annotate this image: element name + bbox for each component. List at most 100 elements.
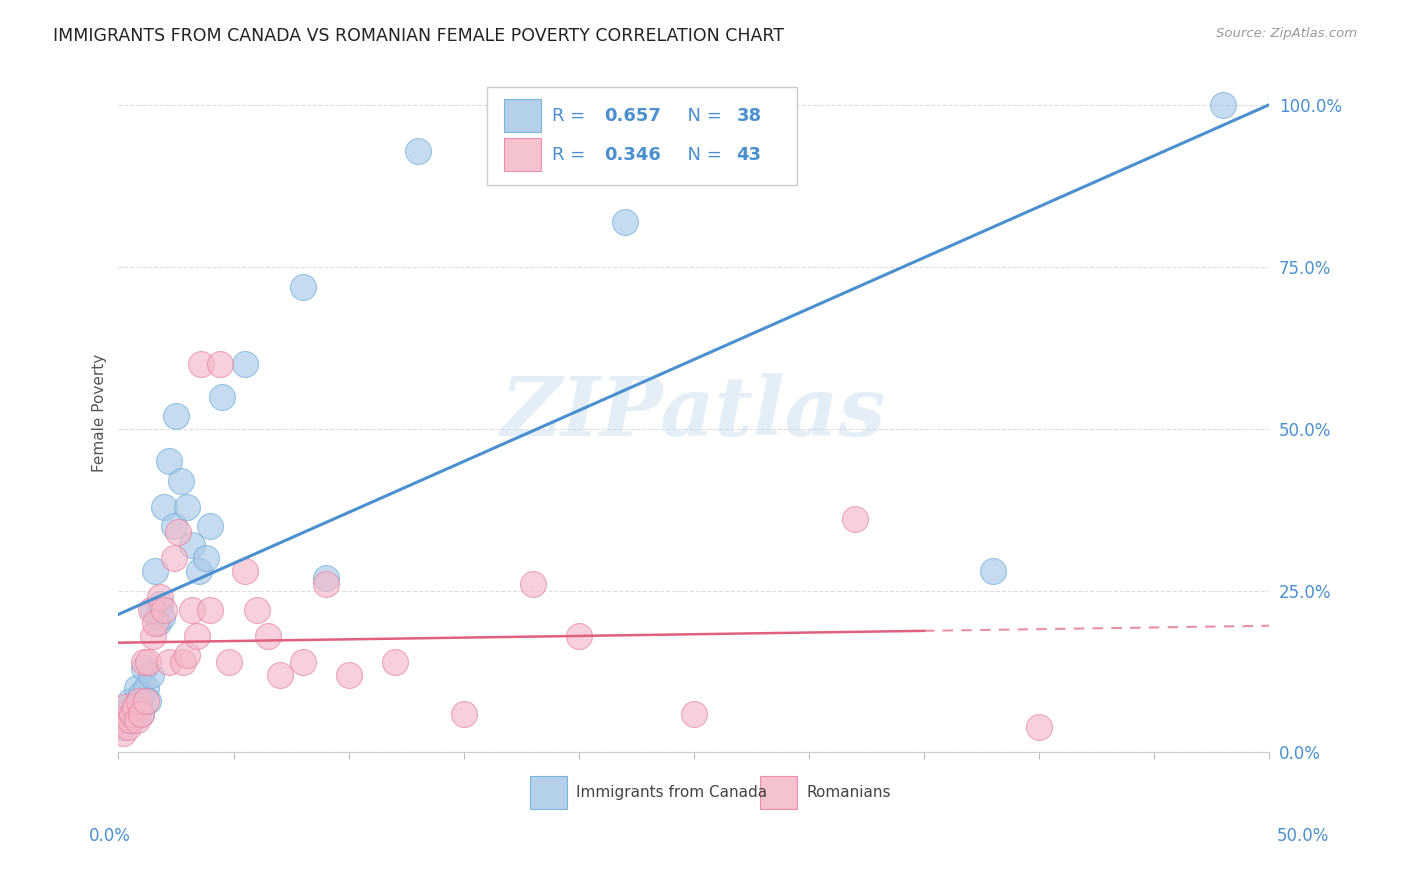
Point [315, 571, 337, 585]
Point [200, 603, 222, 617]
Point [143, 564, 166, 578]
Point [149, 590, 172, 604]
Point [112, 726, 135, 740]
Point [181, 603, 204, 617]
Point [188, 564, 211, 578]
Point [124, 706, 146, 721]
Point [169, 474, 191, 488]
Text: Romanians: Romanians [807, 785, 891, 800]
Point [118, 713, 141, 727]
Point [128, 693, 150, 707]
Text: R =: R = [553, 145, 592, 163]
Text: 0.0%: 0.0% [89, 827, 131, 845]
Text: Immigrants from Canada: Immigrants from Canada [576, 785, 768, 800]
Point [1028, 719, 1050, 733]
Point [142, 629, 165, 643]
Point [146, 615, 169, 630]
Point [117, 713, 139, 727]
Point [163, 519, 186, 533]
Point [682, 706, 704, 721]
Point [150, 609, 173, 624]
Text: N =: N = [676, 145, 728, 163]
Point [112, 719, 135, 733]
Point [181, 538, 204, 552]
FancyBboxPatch shape [503, 99, 541, 132]
Point [269, 667, 291, 681]
Point [139, 603, 162, 617]
Point [143, 615, 166, 630]
Point [131, 706, 153, 721]
FancyBboxPatch shape [530, 776, 567, 809]
Point [165, 409, 187, 423]
Point [194, 551, 217, 566]
Point [176, 500, 198, 514]
Point [157, 454, 180, 468]
Point [132, 655, 155, 669]
Point [406, 144, 429, 158]
Point [138, 655, 160, 669]
Point [114, 700, 136, 714]
Point [128, 700, 150, 714]
Text: 0.346: 0.346 [605, 145, 661, 163]
FancyBboxPatch shape [486, 87, 797, 185]
Point [118, 700, 141, 714]
Point [110, 713, 132, 727]
Point [125, 681, 148, 695]
Text: 38: 38 [737, 107, 762, 125]
FancyBboxPatch shape [761, 776, 797, 809]
Point [245, 603, 267, 617]
Point [153, 603, 176, 617]
Point [384, 655, 406, 669]
Point [118, 693, 141, 707]
Point [218, 655, 240, 669]
Point [132, 661, 155, 675]
Point [163, 551, 186, 566]
Point [139, 667, 162, 681]
Text: Source: ZipAtlas.com: Source: ZipAtlas.com [1216, 27, 1357, 40]
Text: 50.0%: 50.0% [1277, 827, 1329, 845]
Point [315, 577, 337, 591]
Point [981, 564, 1004, 578]
Text: ZIPatlas: ZIPatlas [501, 373, 887, 453]
Point [233, 564, 256, 578]
Text: 43: 43 [737, 145, 761, 163]
Point [190, 357, 212, 371]
Point [291, 655, 314, 669]
Point [1212, 98, 1234, 112]
FancyBboxPatch shape [503, 138, 541, 171]
Point [167, 525, 190, 540]
Point [125, 713, 148, 727]
Point [114, 706, 136, 721]
Point [117, 719, 139, 733]
Point [844, 512, 866, 526]
Point [200, 519, 222, 533]
Point [149, 597, 172, 611]
Point [233, 357, 256, 371]
Point [131, 687, 153, 701]
Point [176, 648, 198, 663]
Point [135, 693, 157, 707]
Point [121, 706, 143, 721]
Point [568, 629, 591, 643]
Point [208, 357, 231, 371]
Point [124, 700, 146, 714]
Text: IMMIGRANTS FROM CANADA VS ROMANIAN FEMALE POVERTY CORRELATION CHART: IMMIGRANTS FROM CANADA VS ROMANIAN FEMAL… [53, 27, 785, 45]
Point [186, 629, 208, 643]
Text: 0.657: 0.657 [605, 107, 661, 125]
Point [337, 667, 360, 681]
Text: N =: N = [676, 107, 728, 125]
Point [135, 681, 157, 695]
Point [121, 713, 143, 727]
Point [211, 390, 233, 404]
Point [522, 577, 544, 591]
Point [613, 215, 636, 229]
Point [142, 603, 165, 617]
Point [138, 693, 160, 707]
Point [172, 655, 194, 669]
Point [153, 500, 176, 514]
Point [291, 279, 314, 293]
Y-axis label: Female Poverty: Female Poverty [93, 353, 107, 472]
Point [131, 706, 153, 721]
Point [453, 706, 475, 721]
Text: R =: R = [553, 107, 592, 125]
